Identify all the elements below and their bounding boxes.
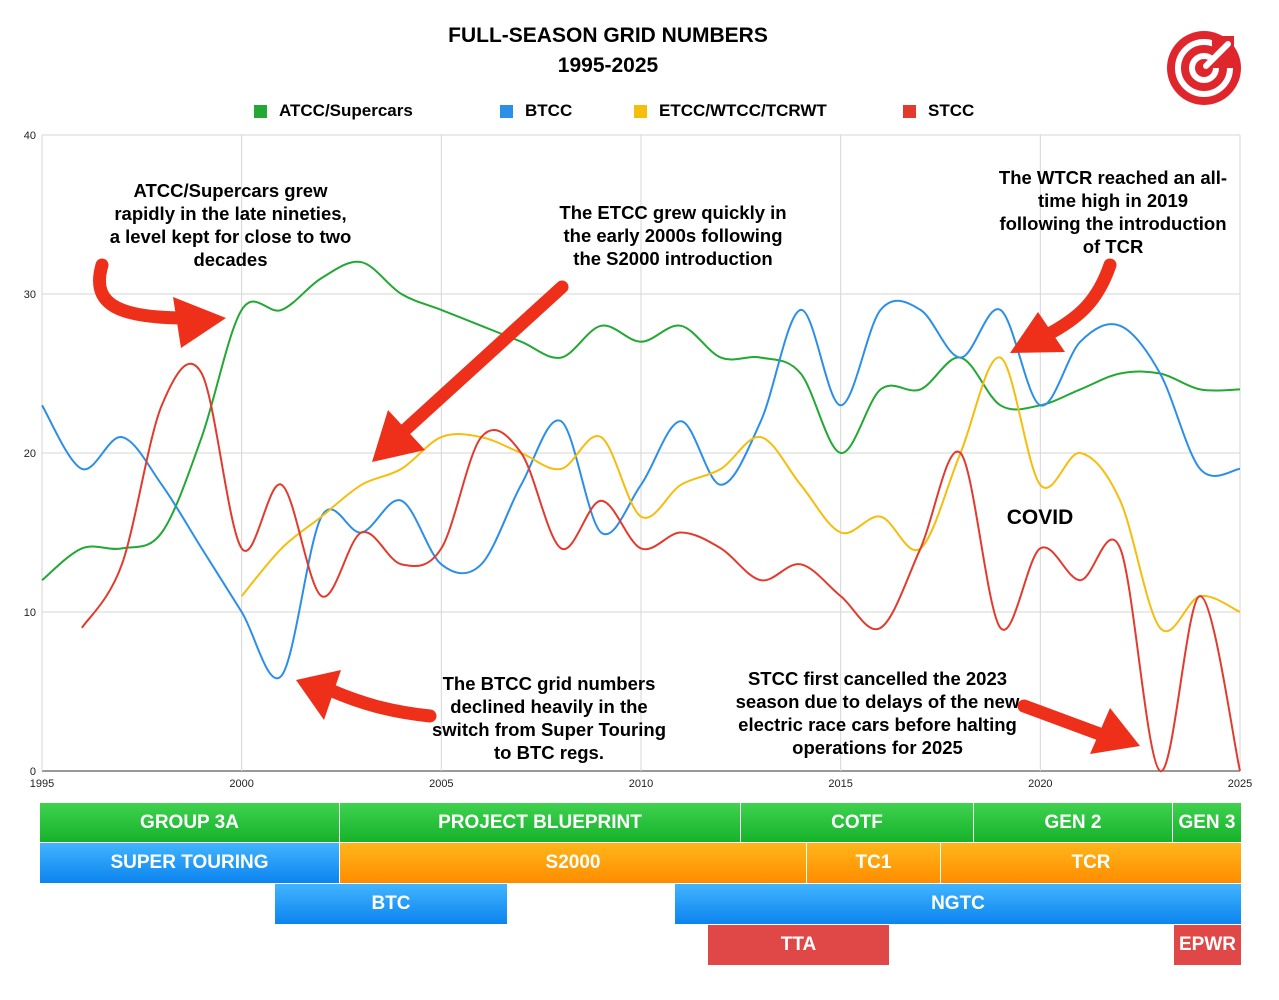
band-group-3a: GROUP 3A — [40, 803, 340, 842]
y-tick-label: 10 — [24, 607, 36, 619]
band-gen-3: GEN 3 — [1173, 803, 1242, 842]
series-line-btcc — [41, 299, 1241, 680]
band-btc: BTC — [275, 884, 508, 924]
chart-subtitle: 1995-2025 — [557, 54, 659, 77]
arrow-etcc-head-icon — [372, 410, 425, 462]
x-tick-label: 2000 — [229, 778, 253, 790]
y-tick-label: 40 — [24, 130, 36, 142]
legend-item-btcc: BTCC — [500, 100, 572, 122]
x-tick-label: 2015 — [828, 778, 852, 790]
band-tc1: TC1 — [807, 843, 941, 883]
x-tick-label: 2010 — [629, 778, 653, 790]
legend-swatch — [500, 104, 513, 118]
legend-swatch — [903, 104, 916, 118]
annotation-etcc: The ETCC grew quickly in the early 2000s… — [559, 202, 787, 269]
arrow-wtcr-icon — [1038, 258, 1117, 343]
legend-swatch — [634, 104, 647, 118]
arrow-stcc-icon — [1017, 699, 1112, 743]
arrow-etcc-icon — [398, 280, 569, 437]
annotation-arrows — [92, 258, 1140, 754]
band-ngtc: NGTC — [675, 884, 1242, 924]
annotation-btcc: The BTCC grid numbers declined heavily i… — [432, 673, 666, 763]
band-super-touring: SUPER TOURING — [40, 843, 340, 883]
arrow-atcc-icon — [92, 258, 192, 325]
series-line-stcc — [81, 362, 1241, 773]
logo-icon — [1167, 31, 1241, 105]
legend-item-stcc: STCC — [903, 100, 974, 122]
chart-title: FULL-SEASON GRID NUMBERS — [448, 24, 768, 47]
annotation-stcc: STCC first cancelled the 2023 season due… — [735, 668, 1020, 758]
x-tick-label: 2025 — [1228, 778, 1252, 790]
annotation-wtcr: The WTCR reached an all-time high in 201… — [998, 167, 1228, 257]
band-cotf: COTF — [741, 803, 974, 842]
band-tta: TTA — [708, 925, 890, 965]
legend-label: STCC — [928, 101, 975, 120]
axis-ticks: 0 10 20 30 40 1995 2000 2005 2010 2015 2020 2025 — [24, 130, 1252, 790]
legend-label: ATCC/Supercars — [279, 101, 413, 120]
legend-label: ETCC/WTCC/TCRWT — [659, 101, 827, 120]
band-gen-2: GEN 2 — [974, 803, 1173, 842]
y-tick-label: 0 — [30, 766, 36, 778]
legend-item-etcc: ETCC/WTCC/TCRWT — [634, 100, 827, 122]
band-epwr: EPWR — [1174, 925, 1242, 965]
annotation-atcc: ATCC/Supercars grew rapidly in the late … — [109, 180, 352, 270]
y-tick-label: 20 — [24, 448, 36, 460]
band-project-blueprint: PROJECT BLUEPRINT — [340, 803, 741, 842]
arrow-atcc-head-icon — [173, 297, 226, 348]
band-tcr: TCR — [941, 843, 1242, 883]
series-line-atcc-supercars — [41, 260, 1241, 581]
chart-series — [41, 260, 1241, 773]
band-s2000: S2000 — [340, 843, 807, 883]
arrow-btcc-head-icon — [296, 670, 341, 720]
legend-item-atcc: ATCC/Supercars — [254, 100, 413, 122]
x-tick-label: 2005 — [429, 778, 453, 790]
annotation-covid: COVID — [1006, 506, 1074, 529]
x-tick-label: 1995 — [30, 778, 54, 790]
arrow-wtcr-head-icon — [1010, 312, 1065, 353]
y-tick-label: 30 — [24, 289, 36, 301]
x-tick-label: 2020 — [1028, 778, 1052, 790]
series-line-etcc-wtcc-tcrwt — [240, 356, 1241, 632]
arrow-stcc-head-icon — [1090, 708, 1140, 754]
legend-label: BTCC — [525, 101, 573, 120]
arrow-btcc-icon — [323, 683, 437, 723]
legend-swatch — [254, 104, 267, 118]
